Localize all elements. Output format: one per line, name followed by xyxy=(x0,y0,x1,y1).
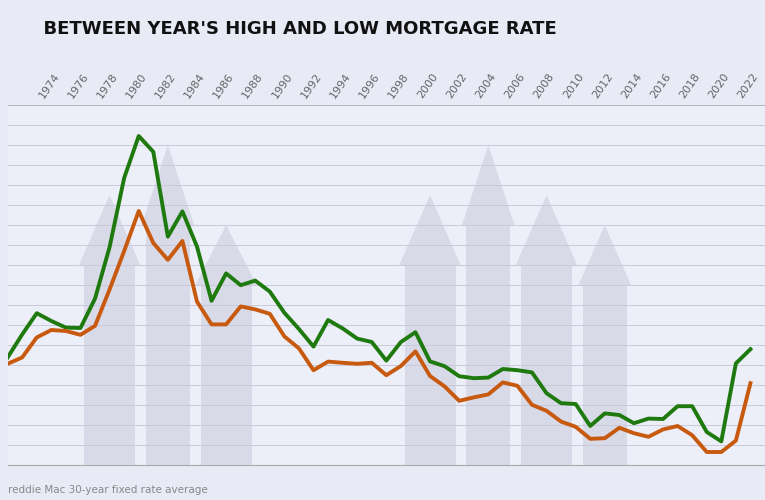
Polygon shape xyxy=(399,195,461,265)
Polygon shape xyxy=(516,195,577,265)
Polygon shape xyxy=(462,145,515,225)
Text: BETWEEN YEAR'S HIGH AND LOW MORTGAGE RATE: BETWEEN YEAR'S HIGH AND LOW MORTGAGE RAT… xyxy=(31,20,556,38)
Polygon shape xyxy=(583,285,627,465)
Polygon shape xyxy=(578,225,631,285)
Polygon shape xyxy=(521,265,572,465)
Polygon shape xyxy=(200,285,252,465)
Polygon shape xyxy=(405,265,455,465)
Text: reddie Mac 30-year fixed rate average: reddie Mac 30-year fixed rate average xyxy=(8,485,207,495)
Polygon shape xyxy=(467,225,510,465)
Polygon shape xyxy=(84,265,135,465)
Polygon shape xyxy=(146,225,190,465)
Polygon shape xyxy=(196,225,257,285)
Polygon shape xyxy=(79,195,140,265)
Polygon shape xyxy=(142,145,194,225)
